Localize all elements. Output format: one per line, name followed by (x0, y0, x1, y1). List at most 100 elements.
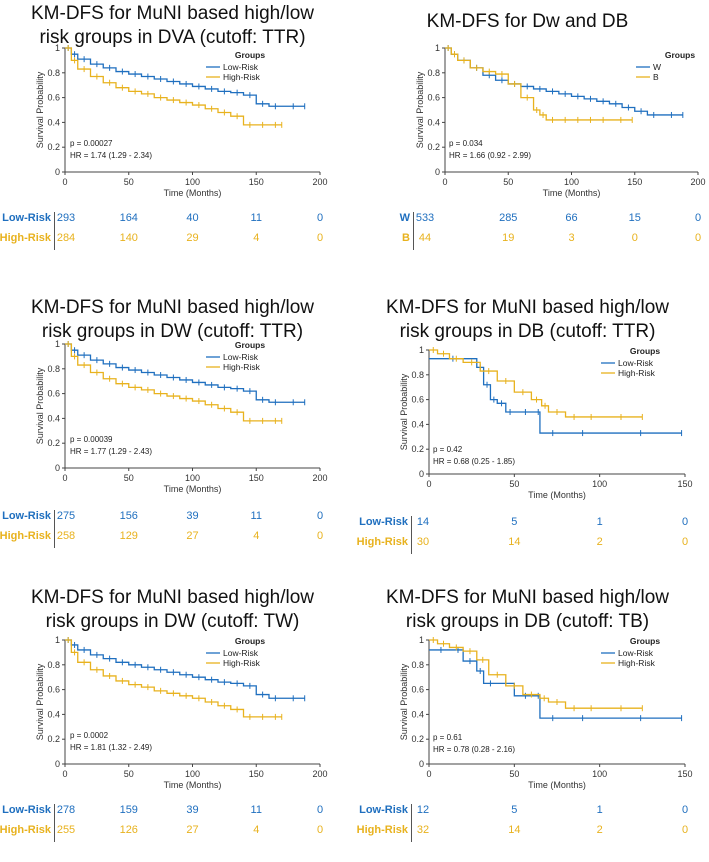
risk-row-label: Low-Risk (2, 212, 51, 224)
risk-cell: 5 (511, 804, 518, 816)
km-curve-low-risk (65, 47, 305, 107)
hazard-ratio: HR = 1.81 (1.32 - 2.49) (70, 743, 152, 752)
y-axis-label: Survival Probability (35, 71, 45, 148)
x-tick-label: 0 (426, 479, 431, 489)
risk-cell: 0 (681, 536, 689, 548)
risk-cell: 29 (186, 232, 199, 244)
y-tick-label: 0 (435, 167, 440, 177)
x-tick-label: 150 (249, 769, 264, 779)
y-axis-label: Survival Probability (35, 663, 45, 740)
km-plot: 0 0.2 0.4 0.6 0.8 1 0 50 100 150 200 Time (Months) S… (415, 43, 706, 198)
risk-cell: 39 (186, 804, 199, 816)
km-panel-dw-tw: KM-DFS for MuNI based high/low risk group… (0, 580, 355, 862)
km-panel-dva-ttr: KM-DFS for MuNI based high/low risk group… (0, 0, 355, 282)
hazard-ratio: HR = 0.68 (0.25 - 1.85) (433, 457, 515, 466)
km-curve-low-risk (65, 343, 305, 403)
risk-cell: 14 (508, 536, 521, 548)
km-panel-dw-ttr: KM-DFS for MuNI based high/low risk group… (0, 292, 355, 574)
y-tick-label: 0 (55, 759, 60, 769)
km-curve-w (445, 47, 683, 116)
legend-title: Groups (235, 340, 265, 350)
chart-title-line: KM-DFS for Dw and DB (426, 11, 629, 32)
km-curve-high-risk (429, 349, 643, 418)
x-tick-label: 200 (312, 177, 327, 187)
risk-cell: 44 (418, 232, 432, 244)
legend-entry: B (653, 72, 659, 82)
y-tick-label: 0.8 (411, 370, 424, 380)
chart-title: KM-DFS for MuNI based high/low risk group… (355, 296, 700, 344)
risk-cell: 140 (119, 232, 138, 244)
x-axis-label: Time (Months) (528, 780, 586, 790)
x-tick-label: 50 (124, 473, 134, 483)
y-tick-label: 0.8 (411, 660, 424, 670)
risk-cell: 159 (119, 804, 138, 816)
x-tick-label: 50 (509, 769, 519, 779)
km-panel-db-tb: KM-DFS for MuNI based high/low risk group… (355, 580, 709, 862)
risk-cell: 32 (416, 824, 430, 836)
y-tick-label: 1 (435, 43, 440, 53)
risk-cell: 2 (596, 824, 603, 836)
chart-title: KM-DFS for MuNI based high/low risk group… (355, 586, 700, 634)
risk-cell: 4 (253, 232, 260, 244)
chart-title: KM-DFS for Dw and DB (355, 10, 700, 34)
y-tick-label: 0.6 (47, 389, 60, 399)
x-tick-label: 50 (124, 769, 134, 779)
risk-table: Low-Risk 293 164 40 11 0 High-Risk 284 140 29 4 0 (0, 212, 345, 252)
km-panel-db-ttr: KM-DFS for MuNI based high/low risk group… (355, 292, 709, 574)
y-tick-label: 1 (419, 635, 424, 645)
x-tick-label: 150 (249, 177, 264, 187)
risk-cell: 1 (596, 804, 603, 816)
risk-table-separator (54, 510, 55, 548)
y-tick-label: 1 (55, 635, 60, 645)
km-curve-low-risk (65, 639, 305, 699)
risk-row-label: Low-Risk (2, 510, 51, 522)
x-axis-label: Time (Months) (164, 188, 222, 198)
risk-row-label: Low-Risk (2, 804, 51, 816)
y-tick-label: 1 (55, 43, 60, 53)
x-tick-label: 0 (62, 177, 67, 187)
risk-row-label: Low-Risk (359, 804, 408, 816)
risk-cell: 0 (316, 824, 324, 836)
x-tick-label: 200 (312, 769, 327, 779)
y-tick-label: 0 (55, 463, 60, 473)
risk-cell: 0 (316, 530, 324, 542)
risk-row-label: High-Risk (0, 530, 51, 542)
risk-cell: 0 (316, 510, 324, 522)
chart-title-line: KM-DFS for MuNI based high/low (386, 587, 669, 608)
y-tick-label: 0.8 (47, 364, 60, 374)
y-tick-label: 0.6 (411, 395, 424, 405)
x-tick-label: 200 (690, 177, 705, 187)
y-tick-label: 0.2 (47, 734, 60, 744)
risk-cell: 0 (681, 824, 689, 836)
p-value: p = 0.0002 (70, 731, 109, 740)
km-plot: 0 0.2 0.4 0.6 0.8 1 0 50 100 150 Time (Months) Surv… (399, 345, 693, 500)
y-axis-label: Survival Probability (399, 373, 409, 450)
risk-cell: 0 (631, 232, 638, 244)
y-tick-label: 0.2 (411, 734, 424, 744)
risk-cell: 11 (250, 510, 262, 522)
p-value: p = 0.00039 (70, 435, 113, 444)
legend-entry: Low-Risk (618, 358, 654, 368)
y-tick-label: 0.4 (411, 419, 424, 429)
risk-row-label: Low-Risk (359, 516, 408, 528)
chart-title: KM-DFS for MuNI based high/low risk group… (0, 296, 345, 344)
risk-cell: 255 (56, 824, 76, 836)
y-tick-label: 1 (55, 339, 60, 349)
legend-title: Groups (665, 50, 695, 60)
risk-table: Low-Risk 275 156 39 11 0 High-Risk 258 129 27 4 0 (0, 510, 345, 550)
risk-cell: 1 (596, 516, 603, 528)
y-tick-label: 0.8 (427, 68, 440, 78)
risk-cell: 0 (694, 232, 702, 244)
legend-entry: High-Risk (223, 72, 261, 82)
legend-entry: Low-Risk (223, 648, 259, 658)
x-tick-label: 200 (312, 473, 327, 483)
risk-cell: 275 (56, 510, 76, 522)
legend-title: Groups (630, 346, 660, 356)
risk-cell: 2 (596, 536, 603, 548)
x-tick-label: 50 (509, 479, 519, 489)
km-curve-low-risk (429, 649, 682, 719)
risk-table-separator (54, 804, 55, 842)
chart-title-line: KM-DFS for MuNI based high/low (386, 297, 669, 318)
y-tick-label: 0.4 (427, 117, 440, 127)
y-tick-label: 0.2 (411, 444, 424, 454)
